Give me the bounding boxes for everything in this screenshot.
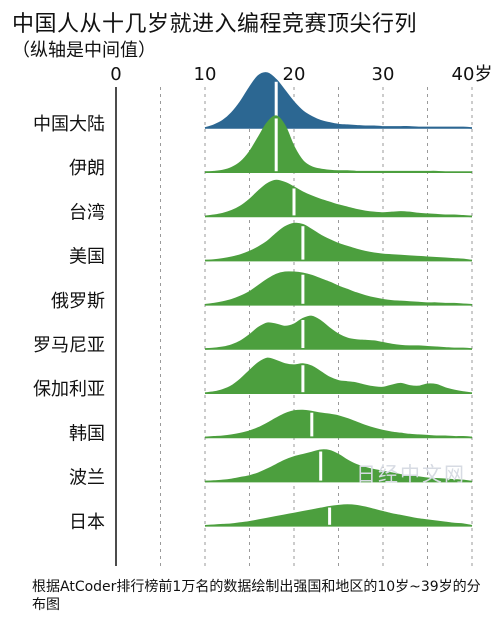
region-label: 美国: [69, 247, 105, 268]
ridge-area: [205, 223, 472, 261]
ridge-outline: [204, 271, 473, 306]
watermark: 日经中文网: [356, 462, 466, 486]
ridge-outline: [204, 409, 473, 439]
ridge-outline: [204, 357, 473, 394]
region-label: 伊朗: [69, 158, 105, 179]
region-label: 日本: [69, 512, 105, 533]
region-label: 中国大陆: [33, 114, 105, 135]
ridge-outline: [204, 222, 473, 262]
x-tick-label: 30: [372, 64, 395, 85]
series-8: [204, 409, 473, 439]
chart-title: 中国人从十几岁就进入编程竞赛顶尖行列: [12, 12, 418, 37]
x-tick-label: 10: [194, 64, 217, 85]
ridge-area: [205, 358, 472, 394]
x-axis-tick-labels: 0 10 20 30 40岁: [110, 64, 492, 85]
ridge-area: [205, 116, 472, 173]
region-label: 罗马尼亚: [33, 335, 105, 356]
ridge-area: [205, 410, 472, 438]
series-9: [204, 449, 473, 483]
ridge-area: [205, 272, 472, 305]
ridge-area: [205, 450, 472, 482]
ridge-outline: [204, 179, 473, 218]
region-label: 保加利亚: [33, 379, 105, 400]
series-5: [204, 271, 473, 306]
ridge-outline: [204, 449, 473, 483]
ridge-area: [205, 505, 472, 526]
region-label: 台湾: [69, 202, 105, 223]
ridges: [204, 72, 473, 527]
series-2: [204, 115, 472, 173]
ridge-area: [205, 316, 472, 349]
series-6: [204, 315, 473, 350]
ridge-outline: [204, 504, 473, 527]
footnote: 根据AtCoder排行榜前1万名的数据绘制出强国和地区的10岁~39岁的分布图: [32, 579, 481, 613]
ridge-outline: [204, 315, 473, 350]
x-tick-label: 40岁: [452, 64, 493, 85]
ridge-area: [205, 72, 472, 128]
series-10: [204, 504, 473, 527]
series-3: [204, 179, 473, 218]
x-tick-label: 20: [283, 64, 306, 85]
series-4: [204, 222, 473, 262]
series-1: [204, 72, 473, 129]
region-label: 波兰: [69, 468, 105, 489]
grid: [160, 87, 473, 566]
series-7: [204, 357, 473, 395]
chart-subtitle: （纵轴是中间值）: [12, 40, 156, 61]
region-label: 韩国: [69, 423, 105, 444]
ridge-area: [205, 180, 472, 217]
region-label: 俄罗斯: [51, 291, 105, 312]
x-tick-label: 0: [110, 64, 121, 85]
